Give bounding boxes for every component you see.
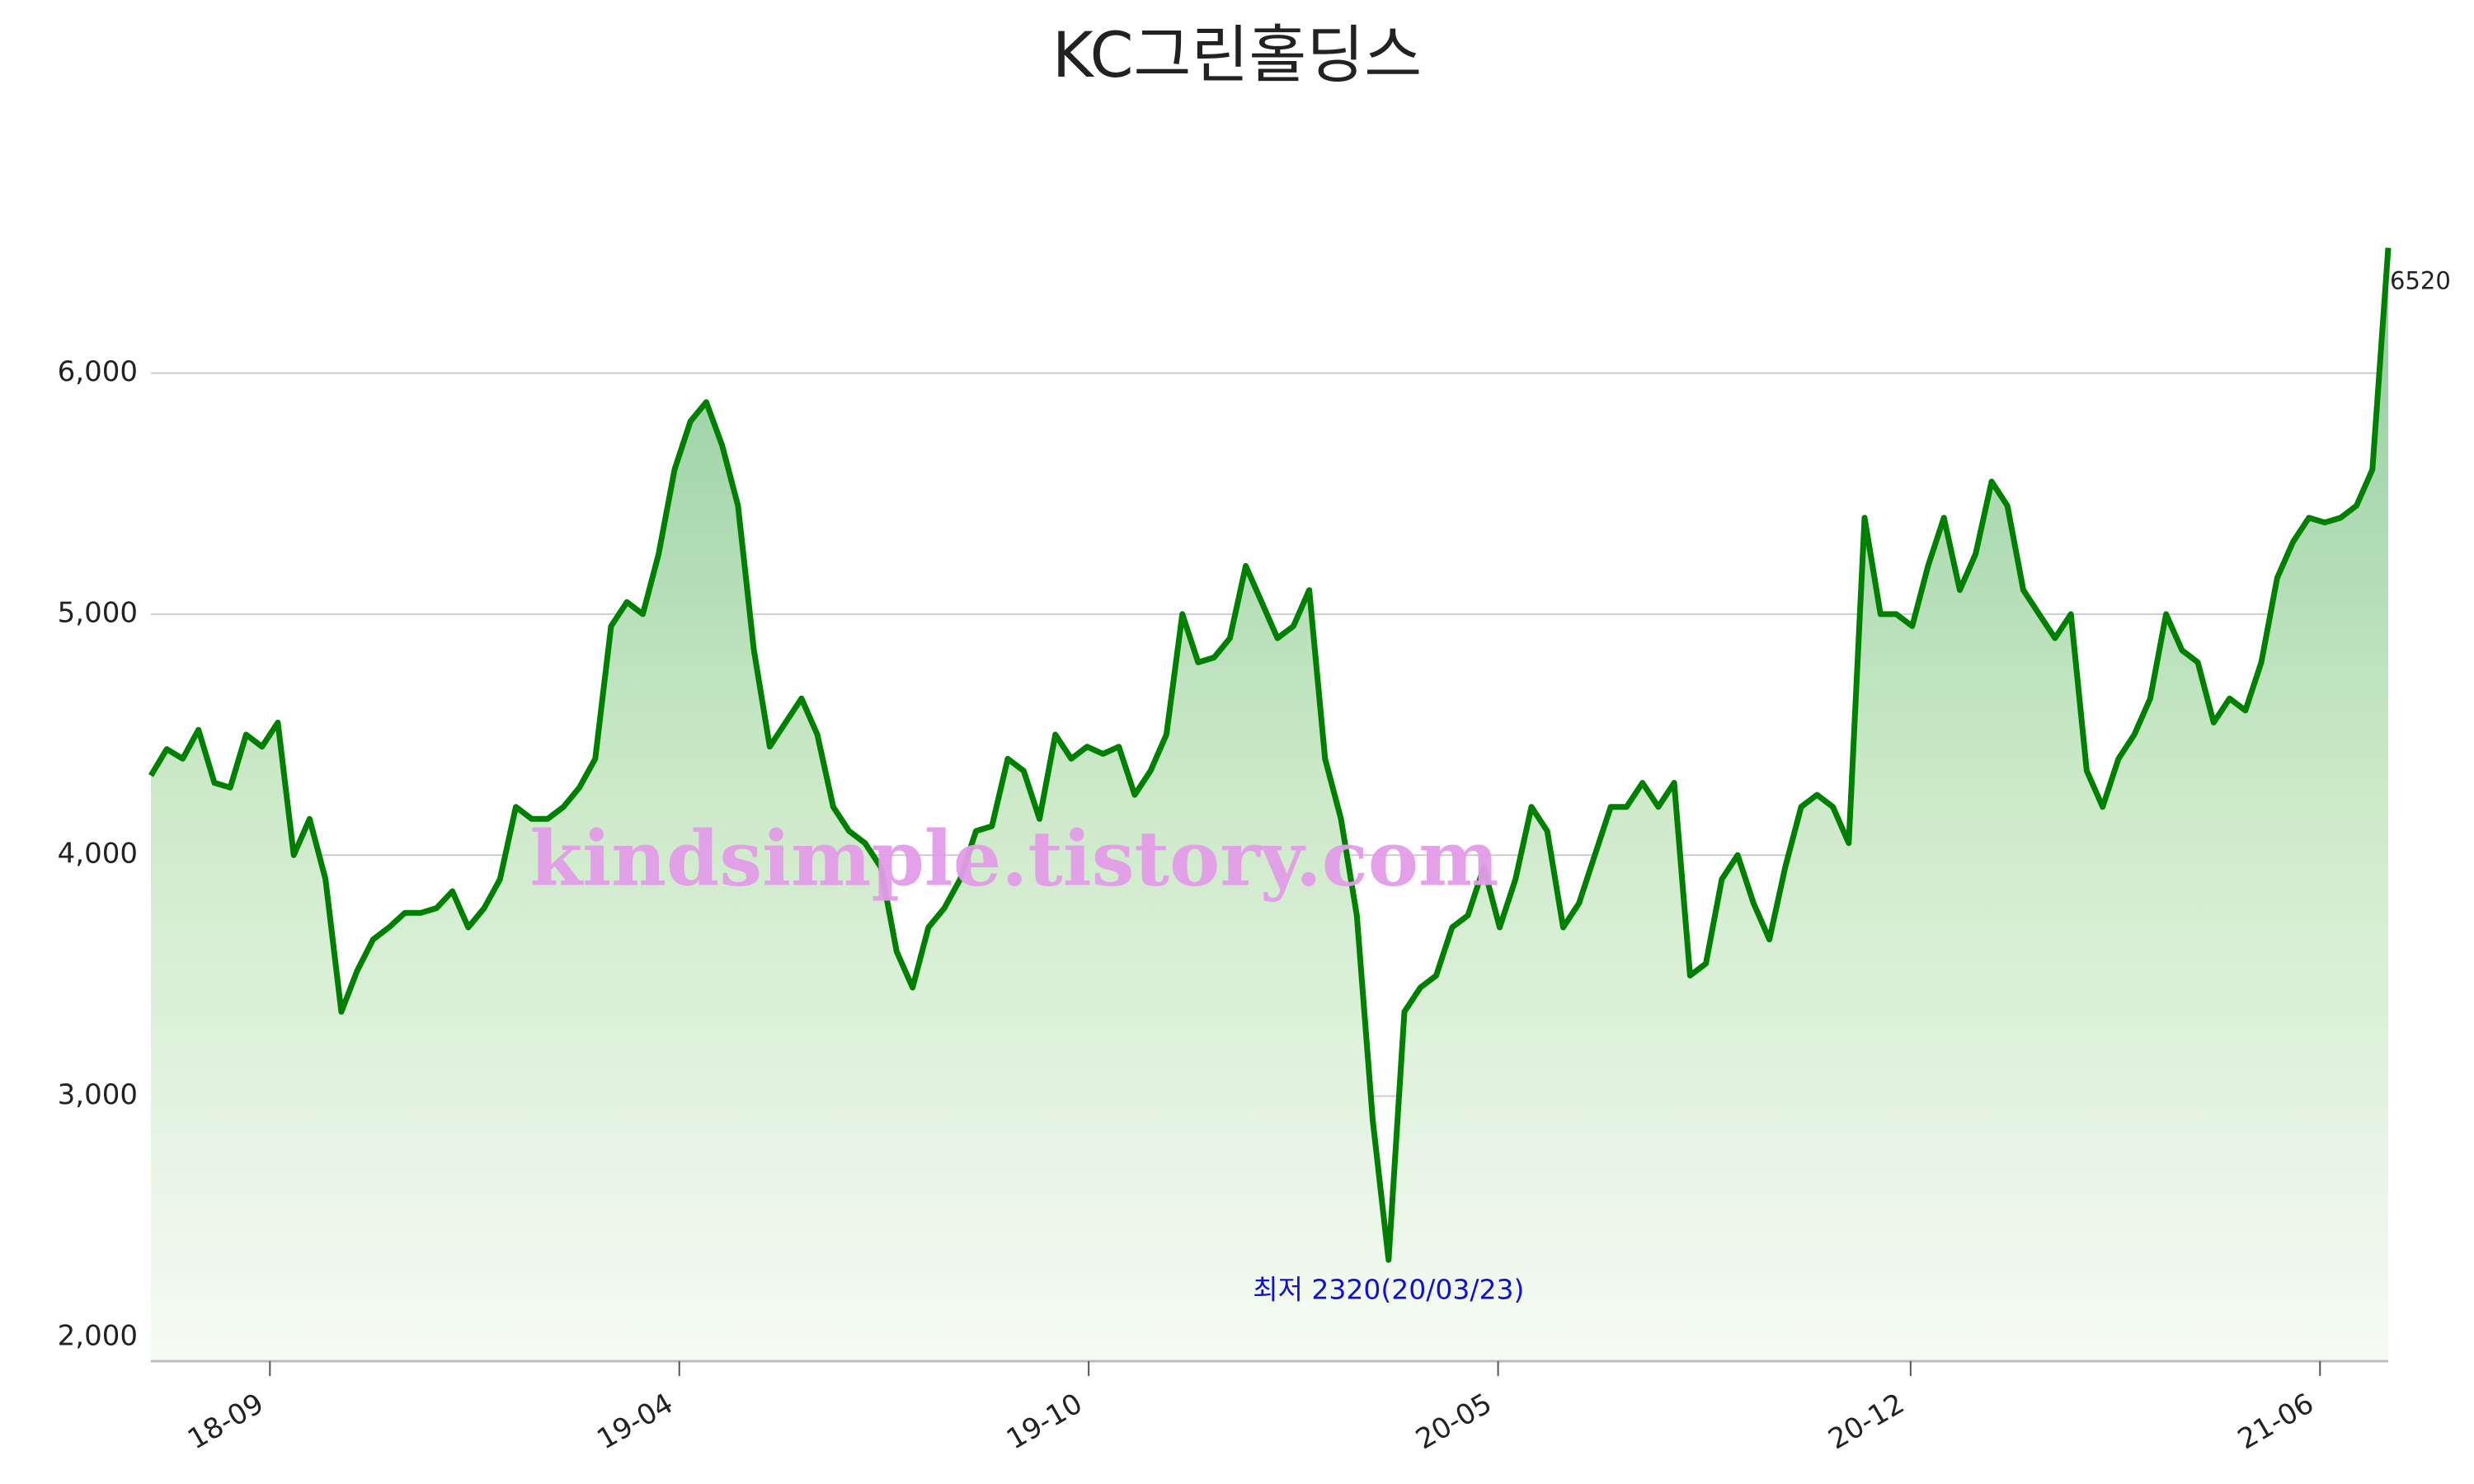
last-value-label: 6520 — [2390, 267, 2451, 295]
y-tick-label: 6,000 — [58, 355, 138, 388]
y-tick-label: 5,000 — [58, 596, 138, 629]
chart-title: KC그린홀딩스 — [1052, 18, 1422, 92]
y-tick-label: 3,000 — [58, 1078, 138, 1111]
x-tick-label: 20-12 — [1823, 1387, 1911, 1456]
x-tick-label: 19-10 — [1001, 1387, 1089, 1456]
price-line — [148, 247, 2392, 1263]
x-tick-label: 19-04 — [591, 1387, 679, 1456]
x-tick-label: 18-09 — [182, 1387, 270, 1456]
area — [151, 247, 2388, 1362]
y-tick-label: 4,000 — [58, 838, 138, 871]
x-tick-label: 21-06 — [2232, 1387, 2320, 1456]
min-annotation: 최저 2320(20/03/23) — [1253, 1274, 1524, 1306]
x-tick-label: 20-05 — [1410, 1387, 1498, 1456]
y-tick-label: 2,000 — [58, 1319, 138, 1352]
watermark: kindsimple.tistory.com — [529, 815, 1498, 904]
